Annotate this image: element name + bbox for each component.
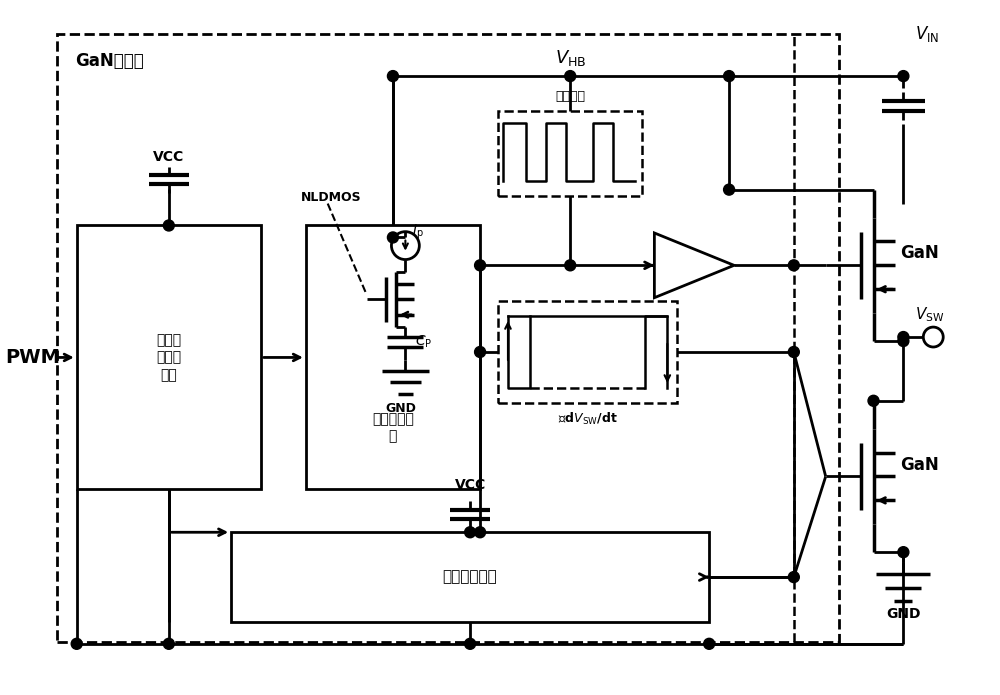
Circle shape [387,232,398,243]
Bar [57,34,839,641]
Text: PWM: PWM [5,348,60,367]
Circle shape [898,332,909,343]
Text: $V_{\mathrm{HB}}$: $V_{\mathrm{HB}}$ [555,48,587,68]
Circle shape [704,638,715,649]
Circle shape [724,71,735,81]
Circle shape [475,347,486,357]
Circle shape [71,638,82,649]
Text: $I_{\mathrm{p}}$: $I_{\mathrm{p}}$ [412,222,424,240]
Text: VCC: VCC [454,478,486,493]
Circle shape [465,638,476,649]
Circle shape [788,571,799,582]
Text: 死区时
间产生
电路: 死区时 间产生 电路 [156,333,181,382]
Circle shape [565,71,576,81]
Circle shape [465,527,476,538]
Circle shape [387,71,398,81]
Text: GaN: GaN [900,455,939,473]
Bar [498,301,677,403]
Circle shape [898,547,909,557]
Text: 错误逻辑: 错误逻辑 [555,90,585,103]
Bar [498,111,642,195]
Circle shape [565,260,576,271]
Circle shape [163,220,174,231]
Bar [77,225,261,489]
Circle shape [898,336,909,347]
Polygon shape [654,233,734,297]
Circle shape [898,71,909,81]
Text: 电平位移电
路: 电平位移电 路 [372,412,414,443]
Text: $V_{\mathrm{IN}}$: $V_{\mathrm{IN}}$ [915,24,940,44]
Text: VCC: VCC [153,149,184,164]
Circle shape [788,260,799,271]
Circle shape [788,347,799,357]
Circle shape [475,260,486,271]
Text: GND: GND [886,607,921,621]
Bar [306,225,480,489]
Circle shape [724,184,735,195]
Text: GaN: GaN [900,245,939,263]
Text: 低侧驱动电路: 低侧驱动电路 [443,570,497,584]
Text: 高d$V_{\mathrm{SW}}$/dt: 高d$V_{\mathrm{SW}}$/dt [558,411,618,427]
Circle shape [163,638,174,649]
Text: $V_{\mathrm{SW}}$: $V_{\mathrm{SW}}$ [915,305,945,324]
Text: NLDMOS: NLDMOS [301,190,361,204]
Text: GaN栅驱动: GaN栅驱动 [75,52,143,70]
Circle shape [475,527,486,538]
Text: $C_{\mathrm{P}}$: $C_{\mathrm{P}}$ [415,334,433,350]
Circle shape [868,395,879,407]
Bar [231,532,709,622]
Text: GND: GND [385,402,416,415]
